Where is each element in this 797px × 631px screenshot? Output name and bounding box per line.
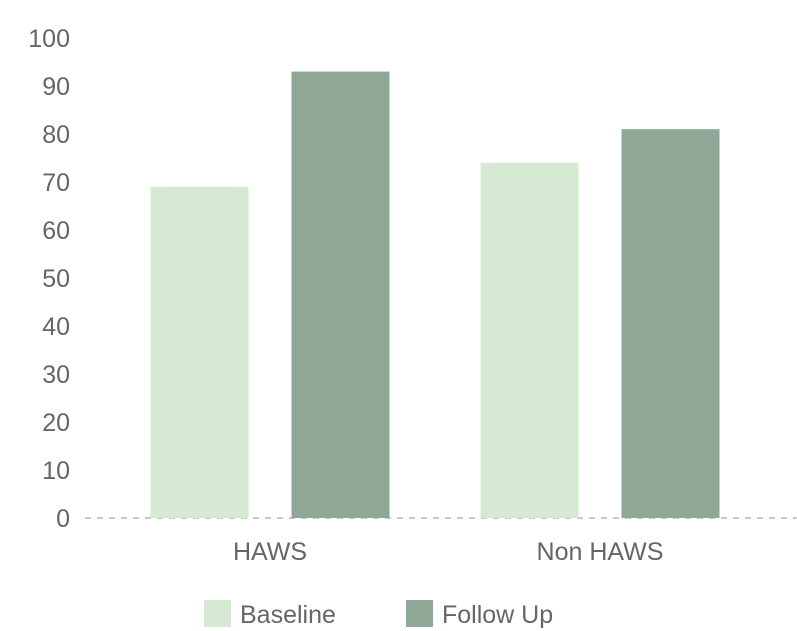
y-tick-label: 20 xyxy=(42,409,70,437)
x-category-label: HAWS xyxy=(233,538,307,566)
legend-label: Follow Up xyxy=(442,601,553,629)
bar-baseline-haws xyxy=(150,186,249,519)
y-tick-label: 60 xyxy=(42,217,70,245)
x-category-label: Non HAWS xyxy=(537,538,664,566)
bar-follow-up-non-haws xyxy=(621,129,720,518)
legend-swatch xyxy=(204,600,231,627)
y-axis: 0 10 20 30 40 50 60 70 80 90 100 xyxy=(28,25,70,533)
y-tick-label: 70 xyxy=(42,169,70,197)
y-tick-label: 90 xyxy=(42,73,70,101)
legend-swatch xyxy=(406,600,433,627)
y-tick-label: 30 xyxy=(42,361,70,389)
bars xyxy=(150,71,720,519)
legend-label: Baseline xyxy=(240,601,336,629)
y-tick-label: 50 xyxy=(42,265,70,293)
bar-baseline-non-haws xyxy=(480,162,579,519)
y-tick-label: 0 xyxy=(56,505,70,533)
y-tick-label: 80 xyxy=(42,121,70,149)
x-axis: HAWS Non HAWS xyxy=(233,538,663,566)
bar-follow-up-haws xyxy=(291,71,390,518)
y-tick-label: 10 xyxy=(42,457,70,485)
legend: Baseline Follow Up xyxy=(204,600,553,629)
y-tick-label: 40 xyxy=(42,313,70,341)
y-tick-label: 100 xyxy=(28,25,70,53)
